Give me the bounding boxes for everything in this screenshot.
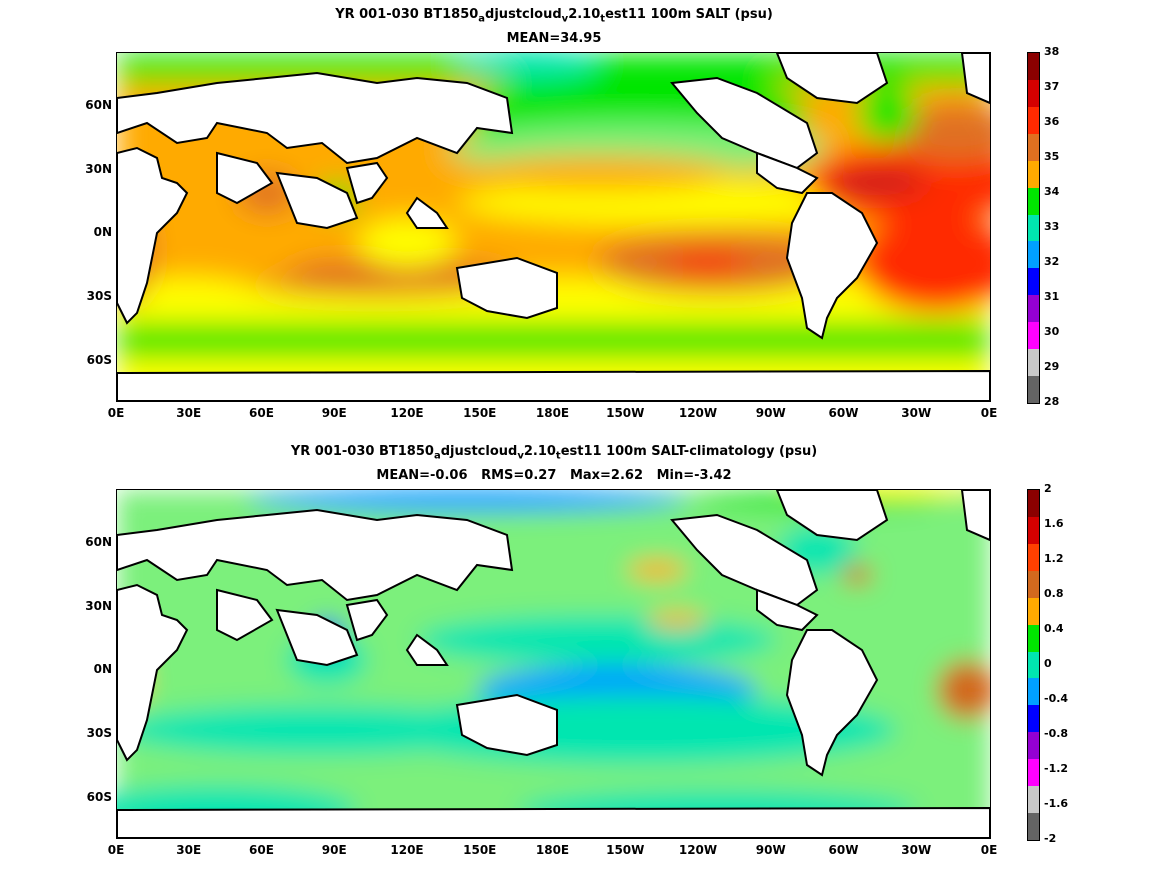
x-tick-label: 150E [463, 406, 497, 420]
x-tick-label: 60E [249, 843, 274, 857]
colorbar-tick-label: -1.2 [1044, 762, 1069, 775]
colorbar-segment [1028, 106, 1039, 134]
y-tick-label: 60S [86, 352, 112, 367]
land-masses [117, 53, 990, 401]
colorbar-segment [1028, 786, 1039, 814]
colorbar-tick-label: 35 [1044, 150, 1060, 163]
colorbar-segment [1028, 759, 1039, 787]
x-tick-label: 60E [249, 406, 274, 420]
colorbar-segment [1028, 543, 1039, 571]
x-tick-label: 120E [390, 843, 424, 857]
colorbar-tick-label: 28 [1044, 395, 1060, 408]
colorbar-segment [1028, 490, 1039, 517]
x-tick-label: 60W [828, 843, 859, 857]
y-tick-label: 0N [93, 662, 112, 677]
colorbar-segment [1028, 214, 1039, 242]
colorbar-segment [1028, 322, 1039, 350]
colorbar-segment [1028, 651, 1039, 679]
colorbar-segment [1028, 295, 1039, 323]
colorbar-tick-label: 36 [1044, 115, 1060, 128]
x-tick-label: 120E [390, 406, 424, 420]
x-tick-label: 90E [321, 843, 347, 857]
x-tick-label: 180E [535, 406, 570, 420]
colorbar-tick-label: -0.4 [1044, 692, 1069, 705]
y-tick-label: 60N [85, 535, 112, 550]
salinity-map [116, 52, 991, 402]
colorbar-tick-label: 1.2 [1044, 552, 1064, 565]
colorbar-tick-label: -0.8 [1044, 727, 1069, 740]
colorbar-segment [1028, 349, 1039, 377]
colorbar-tick-label: 38 [1044, 45, 1060, 58]
x-tick-label: 0E [107, 843, 125, 857]
x-tick-label: 90W [755, 843, 786, 857]
x-tick-label: 90W [755, 406, 786, 420]
x-tick-label: 0E [980, 843, 998, 857]
colorbar-tick-label: 37 [1044, 80, 1060, 93]
colorbar-segment [1028, 79, 1039, 107]
colorbar-tick-label: -2 [1044, 832, 1057, 845]
x-tick-label: 0E [107, 406, 125, 420]
colorbar-tick-label: 0.8 [1044, 587, 1064, 600]
y-tick-label: 30S [86, 725, 112, 740]
x-tick-label: 30E [176, 843, 202, 857]
colorbar-segment [1028, 597, 1039, 625]
x-tick-label: 30W [901, 406, 932, 420]
colorbar-segment [1028, 678, 1039, 706]
x-tick-label: 60W [828, 406, 859, 420]
colorbar-tick-label: 32 [1044, 255, 1060, 268]
colorbar-segment [1028, 160, 1039, 188]
colorbar-segment [1028, 187, 1039, 215]
colorbar-tick-label: 29 [1044, 360, 1060, 373]
land-masses [117, 490, 990, 838]
colorbar-segment [1028, 268, 1039, 296]
x-tick-label: 30E [176, 406, 202, 420]
x-tick-label: 120W [678, 843, 718, 857]
colorbar-segment [1028, 241, 1039, 269]
colorbar-segment [1028, 570, 1039, 598]
panel1-title: YR 001-030 BT1850adjustcloudv2.10test11 … [335, 7, 773, 25]
colorbar-tick-label: 2 [1044, 482, 1052, 495]
colorbar-segment [1028, 624, 1039, 652]
y-tick-label: 60S [86, 789, 112, 804]
colorbar-tick-label: 0.4 [1044, 622, 1064, 635]
colorbar-tick-label: -1.6 [1044, 797, 1069, 810]
colorbar-tick-label: 31 [1044, 290, 1060, 303]
colorbar-tick-label: 34 [1044, 185, 1060, 198]
colorbar-segment [1028, 516, 1039, 544]
colorbar-segment [1028, 53, 1039, 80]
colorbar-tick-label: 1.6 [1044, 517, 1064, 530]
panel1-subtitle: MEAN=34.95 [506, 31, 602, 46]
y-tick-label: 60N [85, 98, 112, 113]
x-tick-label: 150W [606, 843, 645, 857]
salinity-colorbar [1027, 52, 1040, 404]
anomaly-colorbar [1027, 489, 1040, 841]
y-tick-label: 30S [86, 288, 112, 303]
colorbar-segment [1028, 813, 1039, 840]
x-tick-label: 90E [321, 406, 347, 420]
x-tick-label: 120W [678, 406, 718, 420]
salinity-anomaly-map [116, 489, 991, 839]
x-tick-label: 150W [606, 406, 645, 420]
panel2-title: YR 001-030 BT1850adjustcloudv2.10test11 … [290, 444, 818, 462]
colorbar-segment [1028, 705, 1039, 733]
x-tick-label: 0E [980, 406, 998, 420]
y-tick-label: 30N [85, 598, 112, 613]
colorbar-segment [1028, 376, 1039, 403]
x-tick-label: 150E [463, 843, 497, 857]
x-tick-label: 30W [901, 843, 932, 857]
colorbar-tick-label: 30 [1044, 325, 1060, 338]
colorbar-tick-label: 33 [1044, 220, 1060, 233]
colorbar-segment [1028, 133, 1039, 161]
colorbar-tick-label: 0 [1044, 657, 1052, 670]
panel2-subtitle: MEAN=-0.06 RMS=0.27 Max=2.62 Min=-3.42 [376, 468, 732, 483]
x-tick-label: 180E [535, 843, 570, 857]
y-tick-label: 30N [85, 161, 112, 176]
colorbar-segment [1028, 732, 1039, 760]
y-tick-label: 0N [93, 225, 112, 240]
